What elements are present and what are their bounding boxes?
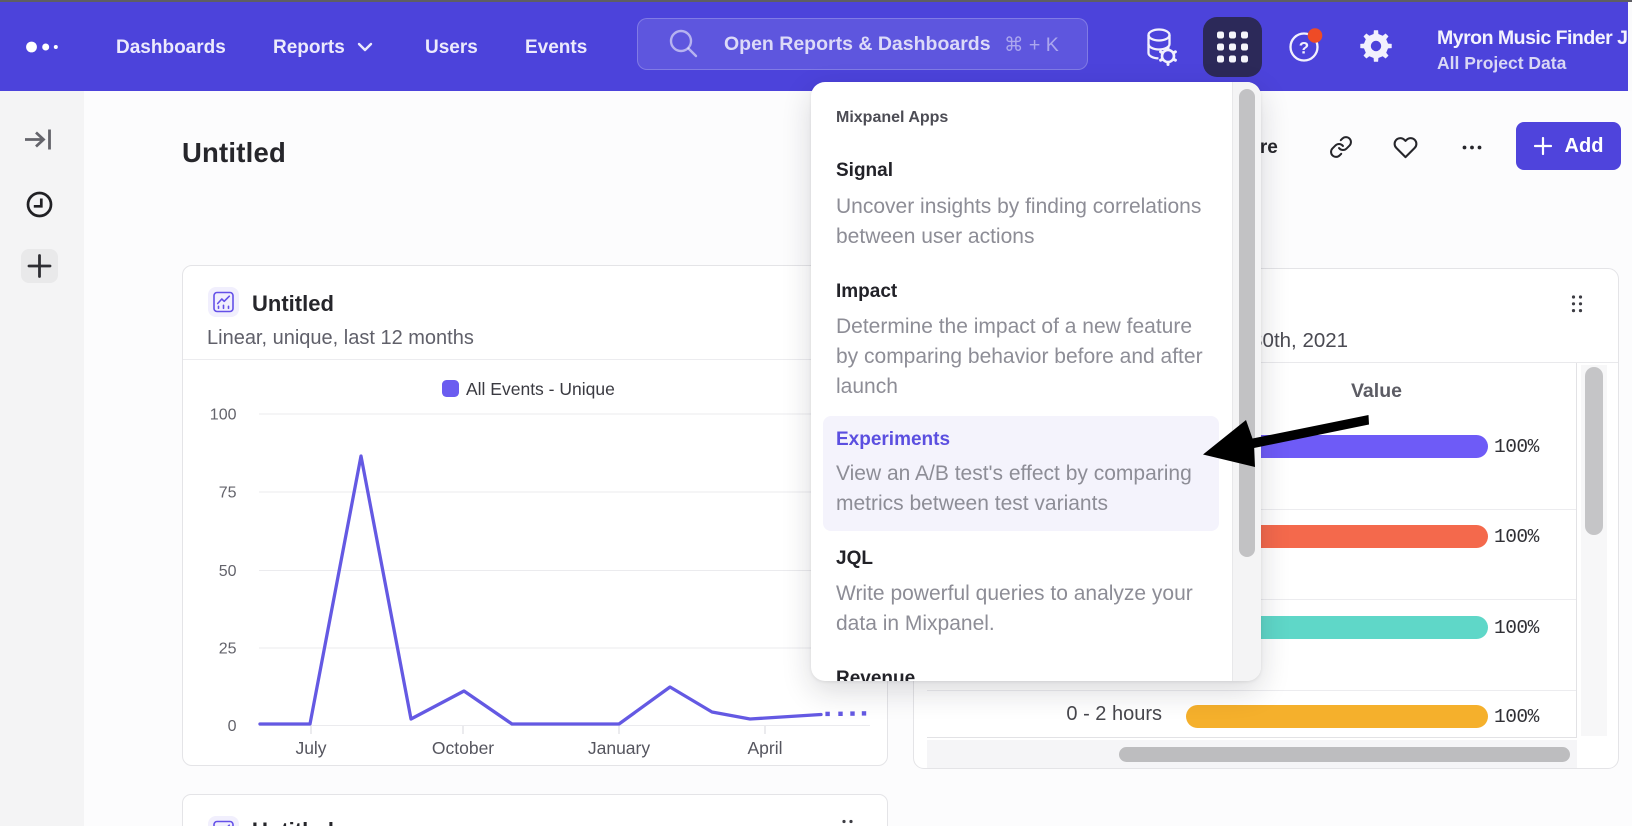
svg-text:75: 75 [219, 485, 237, 502]
svg-text:?: ? [1299, 39, 1309, 58]
svg-text:April: April [747, 738, 782, 758]
svg-text:October: October [432, 738, 494, 758]
svg-text:25: 25 [219, 641, 237, 658]
svg-text:100: 100 [210, 407, 237, 424]
svg-text:50: 50 [219, 563, 237, 580]
svg-text:January: January [588, 738, 651, 758]
svg-text:0: 0 [228, 718, 237, 735]
svg-text:July: July [295, 738, 326, 758]
